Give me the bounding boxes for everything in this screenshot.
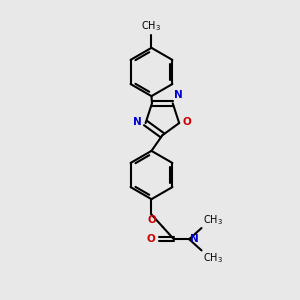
Text: N: N [133,118,142,128]
Text: N: N [174,90,183,100]
Text: O: O [147,215,156,225]
Text: CH$_3$: CH$_3$ [203,213,223,227]
Text: O: O [183,118,192,128]
Text: CH$_3$: CH$_3$ [203,251,223,265]
Text: CH$_3$: CH$_3$ [142,19,161,33]
Text: O: O [147,234,156,244]
Text: N: N [190,234,199,244]
